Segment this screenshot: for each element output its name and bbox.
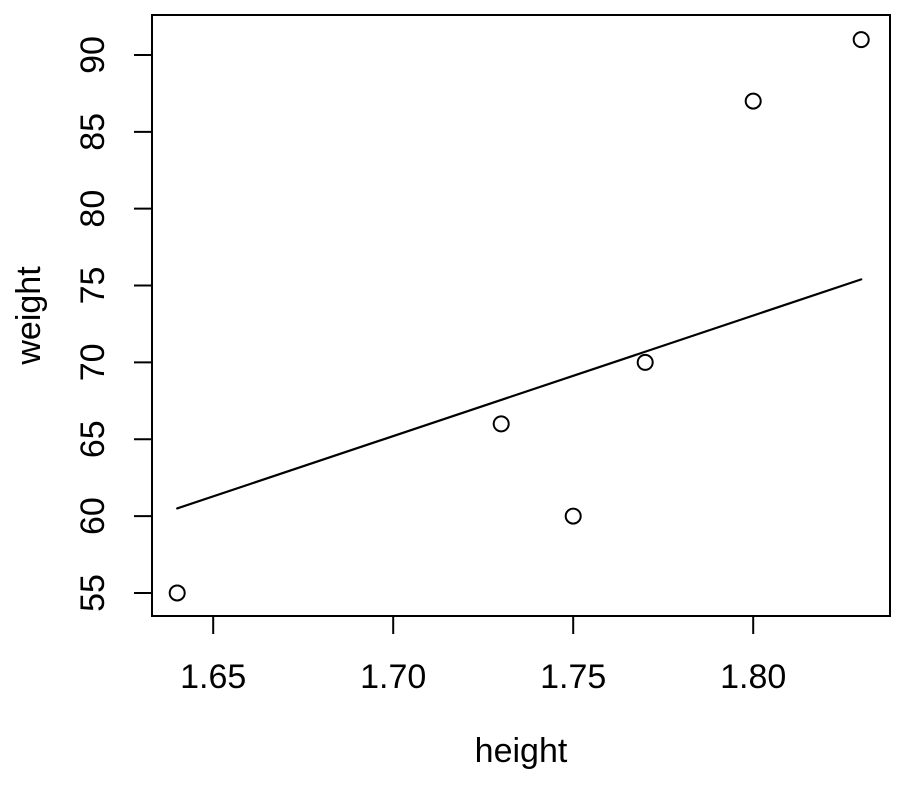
fit-line [176, 278, 863, 510]
y-tick-label: 65 [74, 420, 112, 458]
data-point [492, 415, 510, 433]
data-point [636, 353, 654, 371]
y-tick-label: 55 [74, 574, 112, 612]
y-axis-label: weight [10, 266, 48, 366]
y-tick-label: 85 [74, 113, 112, 151]
y-tick-label: 75 [74, 267, 112, 305]
x-tick-label: 1.80 [720, 658, 786, 696]
y-tick-label: 80 [74, 190, 112, 228]
data-point [852, 31, 870, 49]
y-tick-label: 90 [74, 36, 112, 74]
data-point [744, 92, 762, 110]
x-tick-label: 1.75 [540, 658, 606, 696]
x-tick-label: 1.65 [180, 658, 246, 696]
y-tick-label: 70 [74, 343, 112, 381]
plot-box [151, 14, 891, 617]
x-tick-label: 1.70 [360, 658, 426, 696]
data-points [168, 31, 870, 602]
fit-line-group [176, 278, 863, 510]
x-axis-label: height [475, 732, 568, 770]
y-tick-label: 60 [74, 497, 112, 535]
data-point [168, 584, 186, 602]
x-axis-ticks: 1.65 1.70 1.75 1.80 [180, 616, 786, 696]
y-axis-ticks: 55 60 65 70 75 80 85 90 [74, 36, 152, 612]
data-point [564, 507, 582, 525]
